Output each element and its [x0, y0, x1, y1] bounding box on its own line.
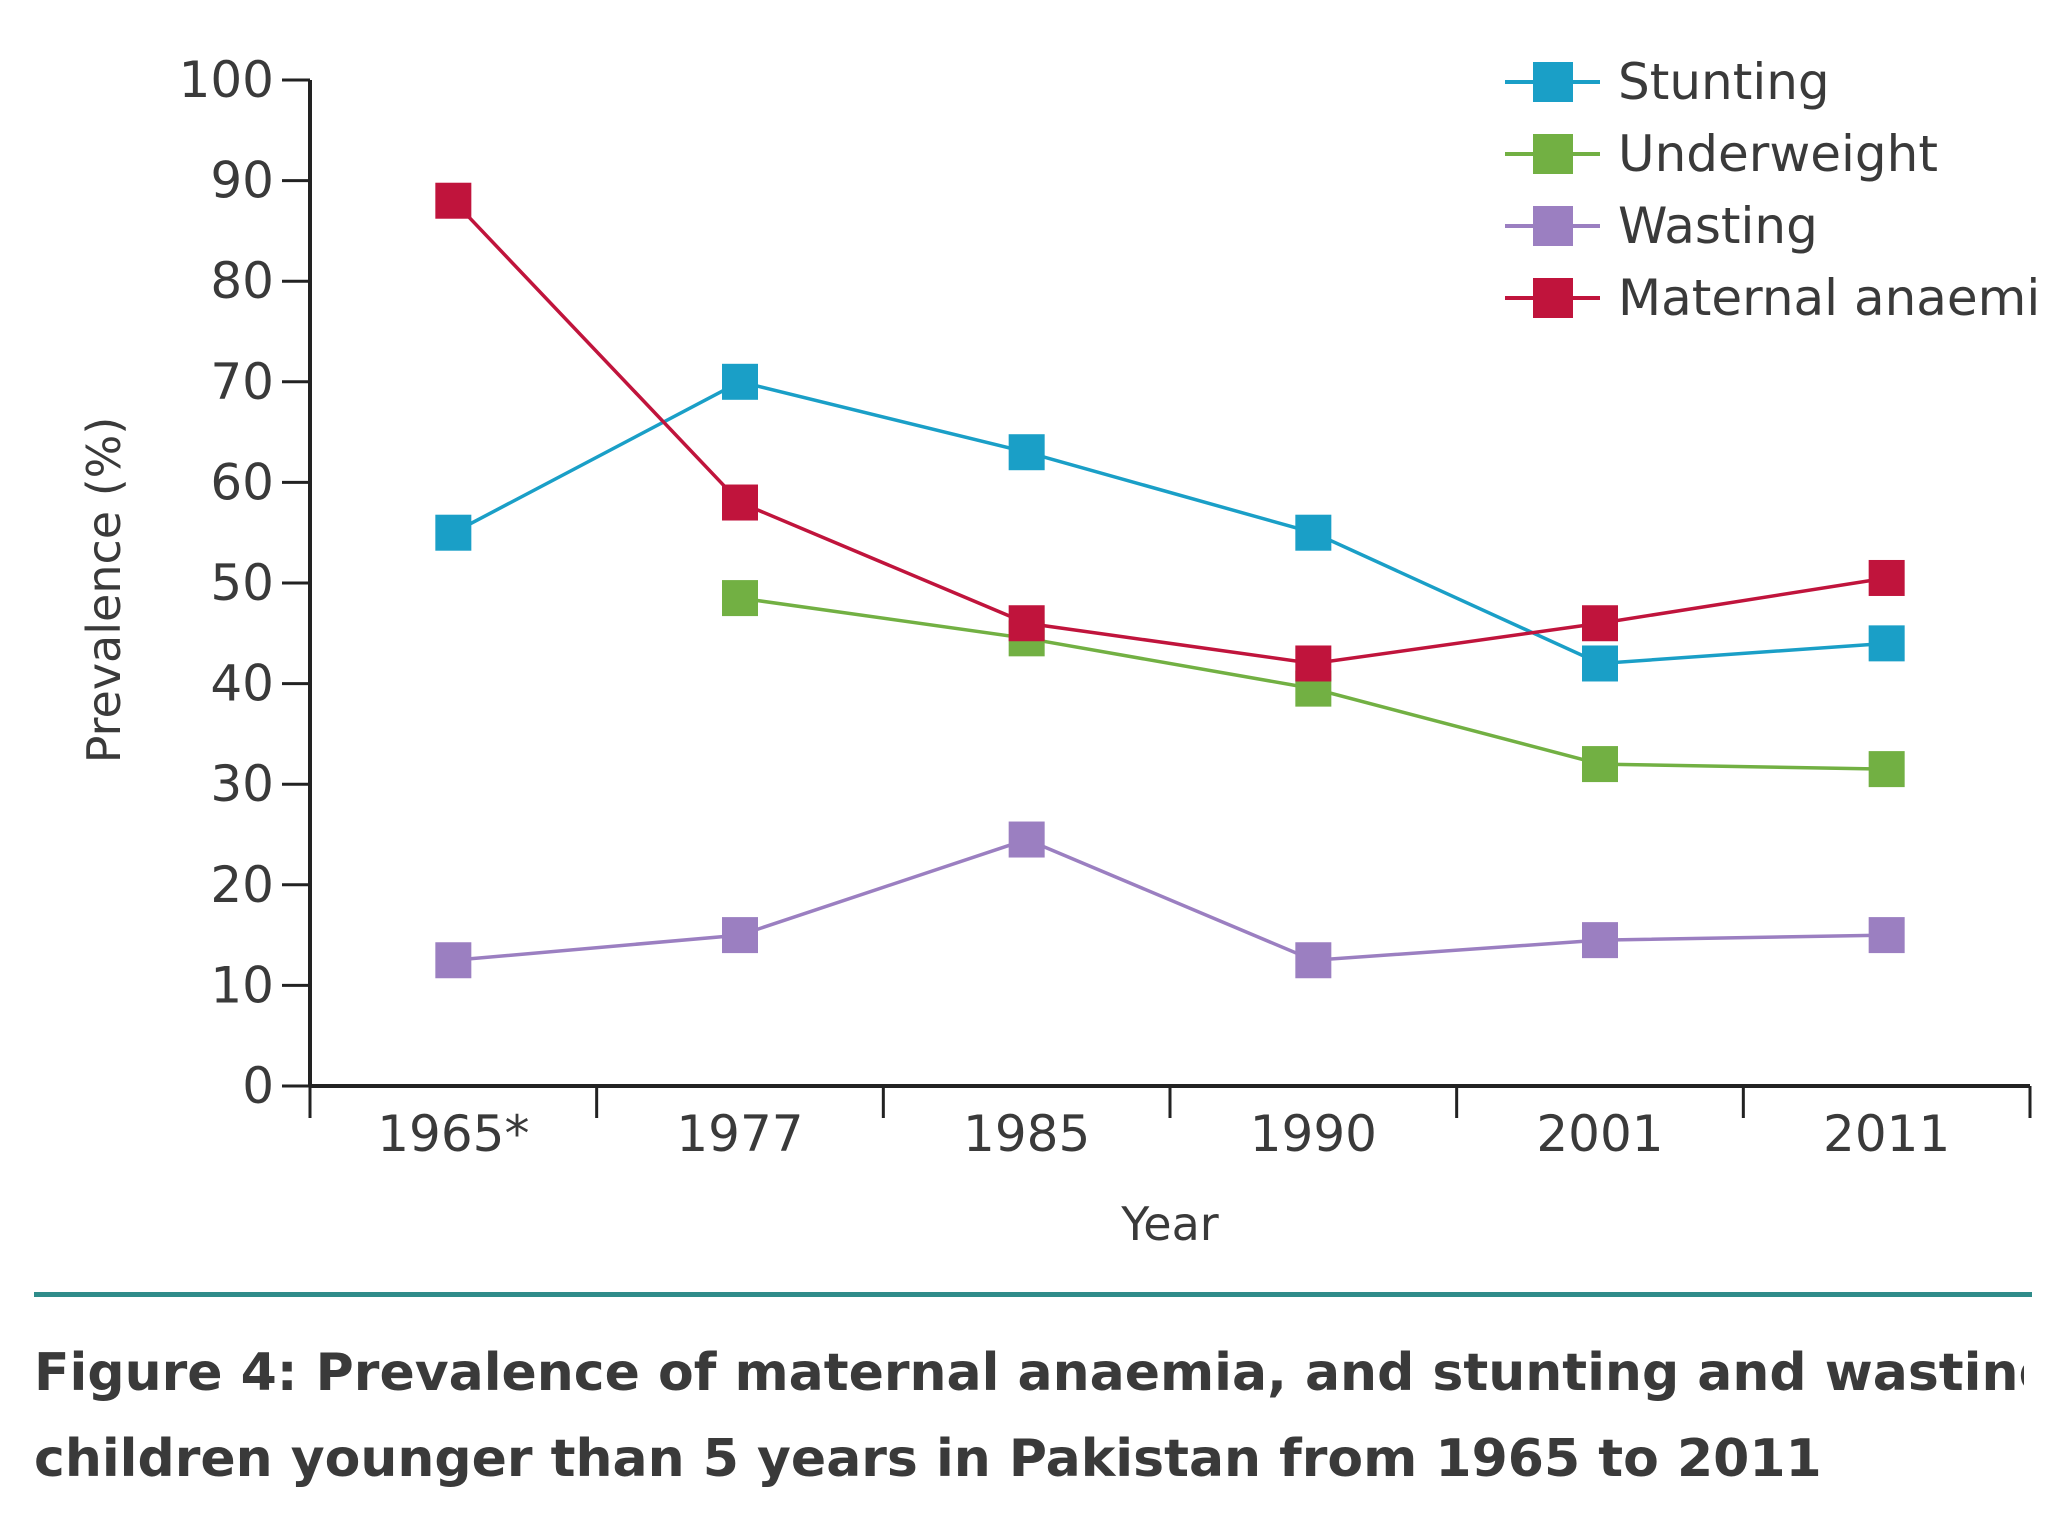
x-tick-label: 1965* — [377, 1105, 529, 1163]
x-tick-label: 1985 — [963, 1105, 1090, 1163]
data-point-marker — [1008, 434, 1045, 471]
y-tick-label: 20 — [210, 856, 274, 914]
series-group — [435, 182, 1905, 979]
x-axis-ticks: 1965* 1977 1985 1990 2001 2011 — [308, 1086, 2032, 1163]
y-axis-ticks: 0 10 20 30 40 50 60 70 80 90 100 — [179, 51, 310, 1115]
x-tick-label: 1990 — [1250, 1105, 1377, 1163]
legend-label: Maternal anaemi — [1618, 269, 2040, 327]
series-maternal-anaemi — [435, 182, 1905, 682]
y-tick-label: 60 — [210, 453, 274, 511]
legend-label: Wasting — [1618, 197, 1818, 255]
series-line — [453, 837, 1887, 963]
y-tick-label: 80 — [210, 252, 274, 310]
series-stunting — [435, 363, 1905, 682]
legend-marker — [1533, 62, 1573, 102]
series-wasting — [435, 821, 1905, 979]
legend-marker — [1533, 206, 1573, 246]
data-point-marker — [722, 580, 758, 617]
y-tick-label: 50 — [210, 554, 274, 612]
data-point-marker — [1868, 751, 1905, 788]
x-tick-label: 2001 — [1536, 1105, 1663, 1163]
caption-line-2: children younger than 5 years in Pakista… — [34, 1429, 1822, 1489]
data-point-marker — [1582, 922, 1618, 959]
data-point-marker — [435, 942, 472, 979]
x-axis-title: Year — [1120, 1197, 1218, 1251]
caption-line-1: Figure 4: Prevalence of maternal anaemia… — [34, 1343, 2024, 1403]
y-tick-label: 40 — [210, 655, 274, 713]
y-tick-label: 10 — [210, 956, 274, 1014]
y-tick-label: 70 — [210, 353, 274, 411]
data-point-marker — [1582, 746, 1618, 783]
line-chart: 0 10 20 30 40 50 60 70 80 90 100 1965* 1977 1985 1990… — [77, 51, 2040, 1251]
legend-item-wasting: Wasting — [1505, 197, 1818, 255]
legend-item-maternal-anaemi: Maternal anaemi — [1505, 269, 2040, 327]
data-point-marker — [722, 917, 758, 954]
data-point-marker — [1582, 605, 1618, 642]
legend-marker — [1533, 278, 1573, 318]
data-point-marker — [1295, 514, 1332, 551]
y-tick-label: 0 — [242, 1057, 274, 1115]
x-tick-label: 2011 — [1823, 1105, 1950, 1163]
data-point-marker — [1868, 917, 1905, 954]
data-point-marker — [722, 363, 758, 400]
y-axis-title: Prevalence (%) — [77, 417, 131, 764]
legend-item-underweight: Underweight — [1505, 125, 1938, 183]
x-tick-label: 1977 — [676, 1105, 803, 1163]
data-point-marker — [1868, 559, 1905, 596]
legend-marker — [1533, 134, 1573, 174]
legend: Stunting Underweight Wasting Maternal anaem… — [1505, 53, 2040, 327]
data-point-marker — [1295, 645, 1332, 682]
legend-label: Underweight — [1618, 125, 1938, 183]
data-point-marker — [1008, 821, 1045, 858]
data-point-marker — [1295, 942, 1332, 979]
data-point-marker — [1582, 645, 1618, 682]
data-point-marker — [435, 514, 472, 551]
data-point-marker — [435, 182, 472, 219]
caption-divider — [34, 1292, 2032, 1297]
series-underweight — [722, 580, 1905, 788]
y-tick-label: 100 — [179, 51, 274, 109]
legend-item-stunting: Stunting — [1505, 53, 1830, 111]
legend-label: Stunting — [1618, 53, 1830, 111]
figure-caption: Figure 4: Prevalence of maternal anaemia… — [34, 1330, 2024, 1502]
series-line — [452, 379, 1887, 666]
y-tick-label: 30 — [210, 755, 274, 813]
data-point-marker — [1868, 625, 1905, 662]
data-point-marker — [1008, 605, 1045, 642]
y-tick-label: 90 — [210, 152, 274, 210]
data-point-marker — [722, 484, 758, 521]
series-line — [452, 199, 1887, 666]
